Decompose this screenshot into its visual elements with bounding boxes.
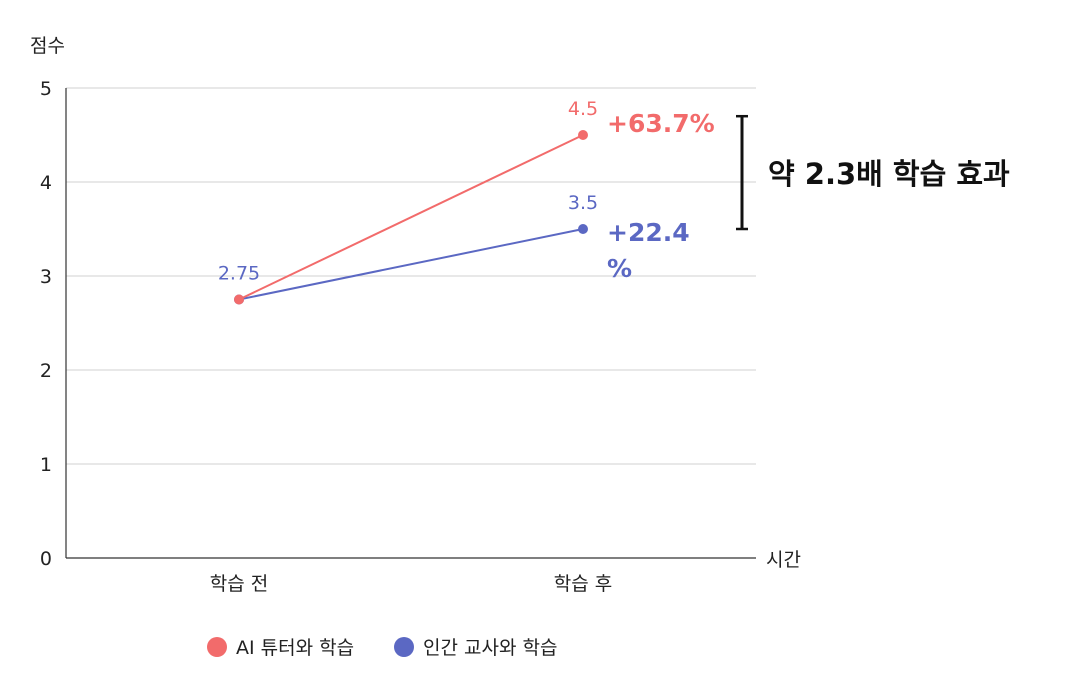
gridlines bbox=[66, 87, 756, 465]
y-tick-label: 3 bbox=[40, 266, 52, 288]
x-category-label: 학습 후 bbox=[554, 573, 612, 595]
y-tick-label: 1 bbox=[40, 454, 52, 476]
data-labels: 4.5 2.75 3.5 bbox=[218, 98, 598, 285]
change-label: % bbox=[607, 254, 632, 283]
data-point bbox=[578, 224, 588, 234]
axes bbox=[65, 88, 756, 559]
y-tick-label: 5 bbox=[40, 78, 52, 100]
x-category-labels: 학습 전 학습 후 bbox=[210, 573, 612, 595]
legend: AI 튜터와 학습 인간 교사와 학습 bbox=[207, 637, 557, 659]
effect-annotation-label: 약 2.3배 학습 효과 bbox=[768, 157, 1010, 191]
legend-label: AI 튜터와 학습 bbox=[236, 637, 354, 659]
legend-marker bbox=[394, 637, 414, 657]
y-axis-title: 점수 bbox=[30, 35, 65, 57]
series-points bbox=[234, 130, 588, 305]
y-tick-label: 2 bbox=[40, 360, 52, 382]
legend-marker bbox=[207, 637, 227, 657]
y-tick-labels: 0 1 2 3 4 5 bbox=[40, 78, 52, 570]
data-label: 2.75 bbox=[218, 263, 260, 285]
y-tick-label: 4 bbox=[40, 172, 52, 194]
data-label: 3.5 bbox=[568, 192, 598, 214]
change-label: +22.4 bbox=[607, 218, 690, 247]
effect-annotation: 약 2.3배 학습 효과 bbox=[736, 114, 1010, 231]
series-line bbox=[238, 228, 584, 301]
y-tick-label: 0 bbox=[40, 548, 52, 570]
data-point bbox=[578, 130, 588, 140]
series-line bbox=[238, 134, 584, 301]
series-lines bbox=[238, 134, 584, 301]
x-category-label: 학습 전 bbox=[210, 573, 268, 595]
data-label: 4.5 bbox=[568, 98, 598, 120]
change-label: +63.7% bbox=[607, 109, 715, 138]
legend-label: 인간 교사와 학습 bbox=[423, 637, 557, 659]
change-labels: +63.7% +22.4% bbox=[607, 109, 715, 283]
data-point bbox=[234, 294, 244, 305]
x-axis-title: 시간 bbox=[766, 549, 801, 571]
